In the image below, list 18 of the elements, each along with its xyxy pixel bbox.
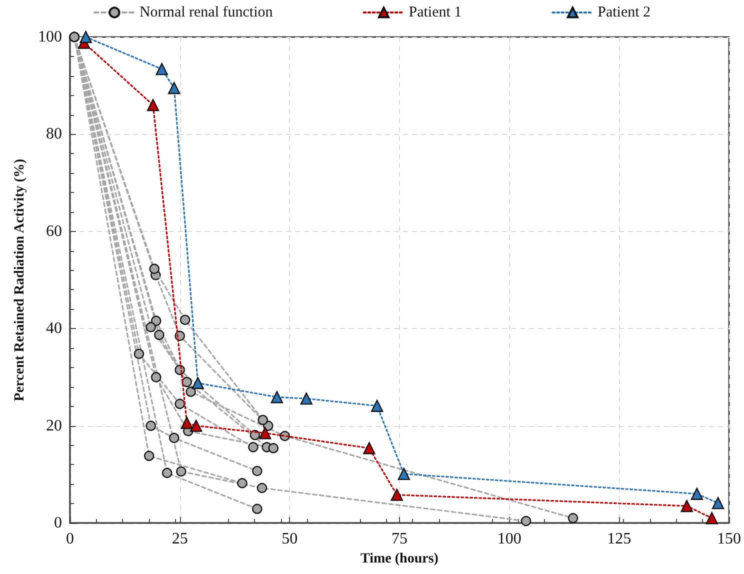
x-tick-label: 0 [66, 530, 74, 548]
x-axis-title: Time (hours) [360, 551, 439, 566]
x-tick-label: 25 [172, 530, 188, 548]
y-tick-label: 100 [38, 28, 62, 46]
y-tick-label: 0 [54, 514, 62, 532]
y-tick-label: 80 [46, 126, 62, 143]
x-tick-label: 50 [282, 530, 298, 548]
y-tick-label: 20 [46, 417, 62, 434]
x-tick-label: 150 [717, 530, 741, 548]
y-axis-title: Percent Retained Radiation Activity (%) [12, 158, 28, 402]
y-tick-label: 40 [46, 320, 62, 338]
legend-label: Normal renal function [139, 4, 274, 20]
x-tick-label: 100 [497, 530, 522, 548]
x-tick-label: 75 [392, 530, 408, 548]
y-tick-label: 60 [46, 222, 62, 240]
legend-label: Patient 2 [598, 4, 651, 20]
legend-label: Patient 1 [408, 4, 462, 20]
x-tick-label: 125 [607, 530, 632, 548]
